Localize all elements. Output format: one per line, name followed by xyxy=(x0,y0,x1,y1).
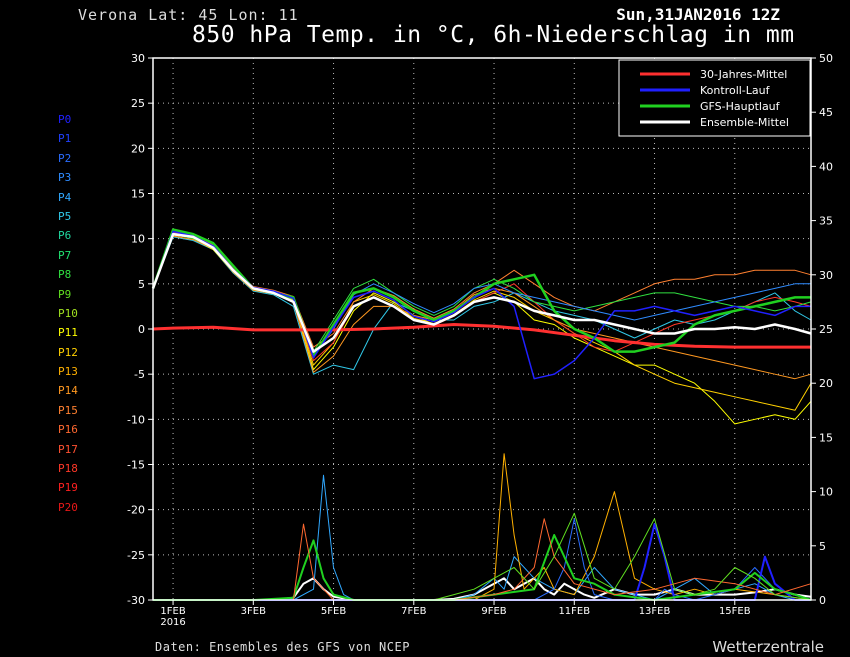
y-right-tick-label: 40 xyxy=(819,160,833,173)
legend-label: Kontroll-Lauf xyxy=(700,84,771,97)
y-left-tick-label: 15 xyxy=(131,188,145,201)
legend-label: 30-Jahres-Mittel xyxy=(700,68,787,81)
member-label-p0: P0 xyxy=(58,113,72,126)
member-label-p9: P9 xyxy=(58,287,72,301)
member-label-p13: P13 xyxy=(58,365,78,379)
temp-line-p11 xyxy=(152,232,812,425)
x-tick-label: 15FEB xyxy=(719,606,751,617)
temp-line-p8 xyxy=(152,233,812,353)
x-tick-label: 9FEB xyxy=(481,606,506,617)
legend-label: Ensemble-Mittel xyxy=(700,116,789,129)
member-label-p19: P19 xyxy=(58,481,78,495)
temp-line-30-jahres-mittel xyxy=(152,323,811,349)
y-left-tick-label: -10 xyxy=(127,413,145,426)
member-label-p4: P4 xyxy=(58,190,72,204)
temp-line-p3 xyxy=(152,232,811,357)
member-label-p3: P3 xyxy=(58,171,72,185)
precip-line-ensemble-mittel xyxy=(153,577,812,601)
y-left-tick-label: -20 xyxy=(127,504,145,517)
y-right-tick-label: 20 xyxy=(819,377,833,390)
y-right-tick-label: 25 xyxy=(819,323,833,336)
chart-grid xyxy=(153,58,811,600)
precip-line-gfs-hauptlauf xyxy=(153,534,812,601)
member-label-p11: P11 xyxy=(58,326,78,340)
x-tick-label: 5FEB xyxy=(321,606,346,617)
x-tick-label: 13FEB xyxy=(639,606,671,617)
precip-line-p9 xyxy=(153,512,812,601)
chart-title: 850 hPa Temp. in °C, 6h-Niederschlag in … xyxy=(192,22,795,48)
y-left-tick-label: -25 xyxy=(127,549,145,562)
y-left-tick-label: 25 xyxy=(131,97,145,110)
member-label-p14: P14 xyxy=(58,384,78,398)
x-tick-label: 7FEB xyxy=(401,606,426,617)
y-right-tick-label: 5 xyxy=(819,540,826,553)
y-left-tick-label: 5 xyxy=(138,278,145,291)
legend-label: GFS-Hauptlauf xyxy=(700,100,781,113)
legend-box xyxy=(618,59,811,137)
x-tick-label: 11FEB xyxy=(558,606,590,617)
y-left-tick-label: 0 xyxy=(138,323,145,336)
y-right-tick-label: 15 xyxy=(819,431,833,444)
member-label-p1: P1 xyxy=(58,132,72,146)
y-right-tick-label: 35 xyxy=(819,215,833,228)
y-axis-right: 0 5 10 15 20 25 30 35 40 45 50 xyxy=(811,52,833,607)
precip-line-p4 xyxy=(153,474,811,601)
precip-line-p13 xyxy=(153,453,812,601)
member-label-p17: P17 xyxy=(58,442,78,456)
y-left-tick-label: 30 xyxy=(131,52,145,65)
precip-line-kontroll-lauf xyxy=(153,523,811,601)
member-label-p5: P5 xyxy=(58,209,72,223)
temp-line-p14 xyxy=(152,235,812,380)
y-left-tick-label: -30 xyxy=(127,594,145,607)
member-label-p18: P18 xyxy=(58,462,78,476)
member-label-p15: P15 xyxy=(58,403,78,417)
member-label-p10: P10 xyxy=(58,306,78,320)
precip-line-p2 xyxy=(153,518,812,601)
member-label-p16: P16 xyxy=(58,423,78,437)
precip-line-p16 xyxy=(153,518,812,601)
y-left-tick-label: 20 xyxy=(131,142,145,155)
member-label-p12: P12 xyxy=(58,345,78,359)
x-tick-label: 1FEB xyxy=(160,606,185,617)
temp-line-kontroll-lauf xyxy=(152,230,811,380)
legend: 30-Jahres-Mittel Kontroll-Lauf GFS-Hauptla… xyxy=(618,59,811,137)
temp-line-ensemble-mittel xyxy=(151,232,812,353)
y-left-tick-label: 10 xyxy=(131,233,145,246)
y-right-tick-label: 50 xyxy=(819,52,833,65)
y-left-tick-label: -15 xyxy=(127,459,145,472)
temperature-series xyxy=(151,228,812,425)
run-datetime: Sun,31JAN2016 12Z xyxy=(616,5,780,24)
station-info: Verona Lat: 45 Lon: 11 xyxy=(78,6,299,24)
y-right-tick-label: 30 xyxy=(819,269,833,282)
y-axis-left: -30 -25 -20 -15 -10 -5 0 5 10 15 20 25 30 xyxy=(127,52,153,607)
x-tick-sublabel: 2016 xyxy=(160,617,185,628)
member-label-p20: P20 xyxy=(58,500,78,514)
temp-line-p18 xyxy=(152,231,812,362)
temp-line-gfs-hauptlauf xyxy=(151,228,811,358)
brand-label: Wetterzentrale xyxy=(712,638,824,656)
member-list: P0 P1 P2 P3 P4 P5 P6 P7 P8 P9 P10 P11 P12 P13 P14 P15 P1… xyxy=(58,110,78,517)
member-label-p8: P8 xyxy=(58,268,72,282)
x-tick-label: 3FEB xyxy=(241,606,266,617)
member-label-p2: P2 xyxy=(58,151,72,165)
y-right-tick-label: 10 xyxy=(819,486,833,499)
plot-frame xyxy=(152,57,812,601)
y-right-tick-label: 45 xyxy=(819,106,833,119)
y-right-tick-label: 0 xyxy=(819,594,826,607)
precip-series xyxy=(153,453,812,601)
member-label-p6: P6 xyxy=(58,229,72,243)
temp-line-p5 xyxy=(152,236,812,375)
y-left-tick-label: -5 xyxy=(134,368,145,381)
temp-line-p12 xyxy=(152,234,812,411)
data-source: Daten: Ensembles des GFS von NCEP xyxy=(155,640,410,654)
member-label-p7: P7 xyxy=(58,248,72,262)
temp-line-p15 xyxy=(152,230,812,348)
